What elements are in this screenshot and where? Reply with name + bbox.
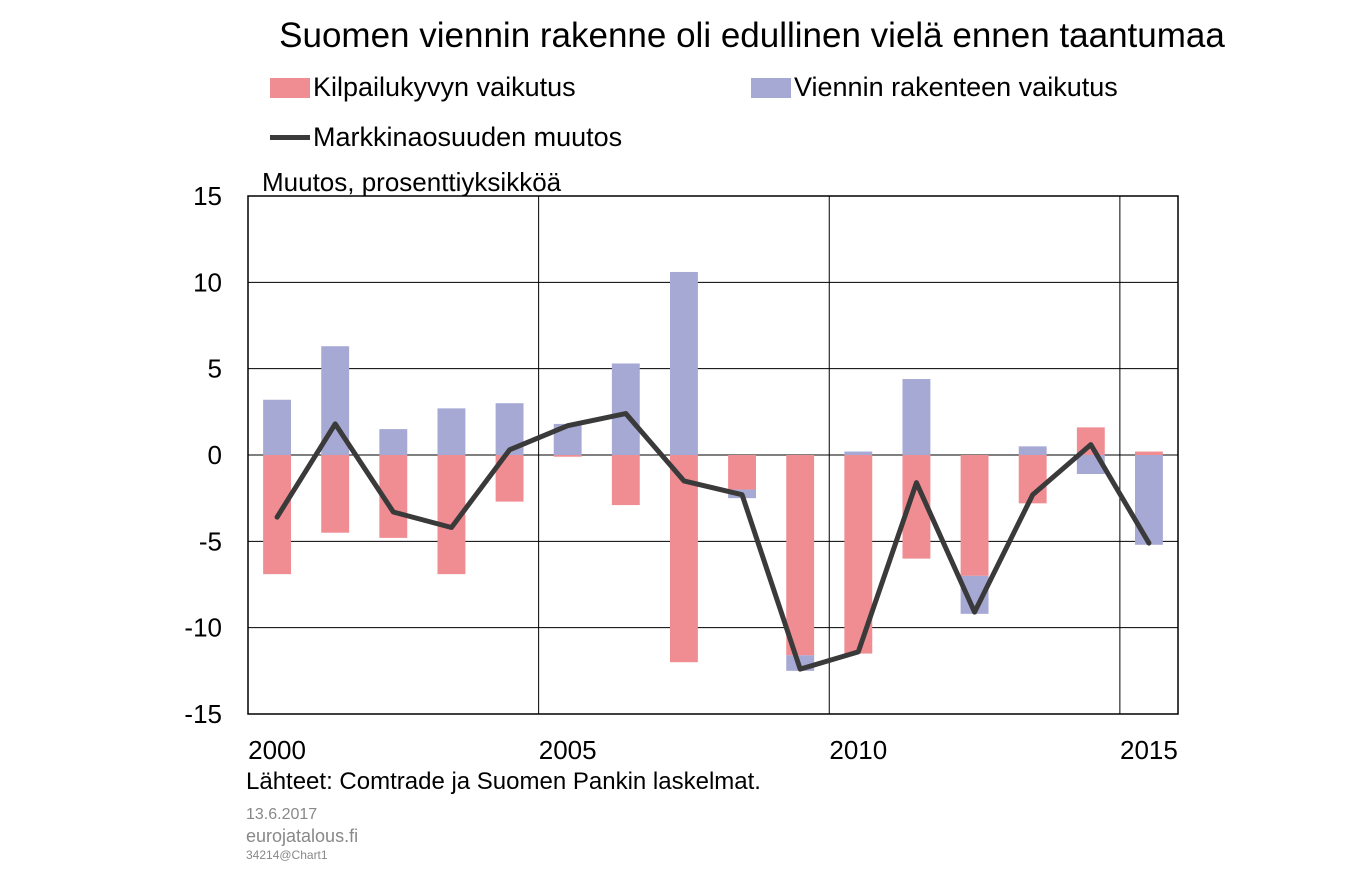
bar-competitiveness bbox=[1134, 451, 1163, 455]
x-tick-label: 2005 bbox=[539, 735, 597, 765]
y-tick-label: 15 bbox=[193, 181, 222, 211]
x-tick-label: 2015 bbox=[1120, 735, 1178, 765]
bar-structure bbox=[669, 271, 698, 455]
bar-competitiveness bbox=[728, 455, 757, 490]
legend-item-competitiveness: Kilpailukyvyn vaikutus bbox=[270, 72, 576, 103]
bar-structure bbox=[263, 399, 292, 455]
market-share-line bbox=[274, 411, 1152, 672]
footer-code: 34214@Chart1 bbox=[246, 848, 328, 862]
bar-structure bbox=[611, 363, 640, 455]
bar-competitiveness bbox=[960, 455, 989, 576]
legend-label-competitiveness: Kilpailukyvyn vaikutus bbox=[313, 72, 576, 102]
legend-swatch-competitiveness bbox=[270, 77, 310, 98]
bar-competitiveness bbox=[321, 455, 350, 533]
bar-structure bbox=[437, 408, 466, 455]
bar-competitiveness bbox=[786, 455, 815, 656]
legend-line-market-share bbox=[270, 135, 310, 140]
y-tick-label: -10 bbox=[184, 613, 222, 643]
y-tick-label: -15 bbox=[184, 699, 222, 729]
y-tick-label: -5 bbox=[199, 526, 222, 556]
plot-frame bbox=[247, 195, 1179, 715]
bar-structure bbox=[844, 451, 873, 455]
bar-structure bbox=[1018, 446, 1047, 455]
legend-swatch-structure bbox=[751, 77, 791, 98]
chart-title: Suomen viennin rakenne oli edullinen vie… bbox=[279, 16, 1225, 55]
legend-label-structure: Viennin rakenteen vaikutus bbox=[794, 72, 1118, 102]
y-tick-label: 10 bbox=[193, 267, 222, 297]
legend-item-market-share: Markkinaosuuden muutos bbox=[270, 122, 622, 153]
legend-item-structure: Viennin rakenteen vaikutus bbox=[751, 72, 1118, 103]
y-tick-label: 0 bbox=[208, 440, 222, 470]
bar-structure bbox=[379, 429, 408, 455]
y-tick-label: 5 bbox=[208, 354, 222, 384]
x-tick-label: 2000 bbox=[248, 735, 306, 765]
bar-competitiveness bbox=[611, 455, 640, 506]
y-axis-unit-label: Muutos, prosenttiyksikköä bbox=[262, 167, 562, 197]
legend-label-market-share: Markkinaosuuden muutos bbox=[313, 122, 623, 152]
bar-competitiveness bbox=[669, 455, 698, 663]
footer-date: 13.6.2017 bbox=[246, 806, 318, 823]
bar-competitiveness bbox=[553, 455, 582, 457]
footer-site: eurojatalous.fi bbox=[246, 826, 359, 846]
bar-structure bbox=[902, 379, 931, 455]
x-tick-label: 2010 bbox=[829, 735, 887, 765]
source-note: Lähteet: Comtrade ja Suomen Pankin laske… bbox=[246, 768, 761, 795]
